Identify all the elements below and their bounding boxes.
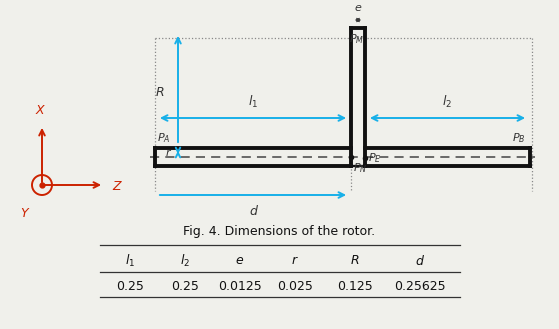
Text: $l_2$: $l_2$ xyxy=(180,253,190,269)
Text: $l_1$: $l_1$ xyxy=(248,94,258,110)
Text: d: d xyxy=(249,205,257,218)
Text: 0.25: 0.25 xyxy=(171,280,199,292)
Text: 0.25625: 0.25625 xyxy=(394,280,446,292)
Text: $P_M$: $P_M$ xyxy=(349,32,364,46)
Text: Fig. 4. Dimensions of the rotor.: Fig. 4. Dimensions of the rotor. xyxy=(183,225,376,238)
Text: 0.125: 0.125 xyxy=(337,280,373,292)
Text: r: r xyxy=(165,148,170,158)
Text: $P_N$: $P_N$ xyxy=(353,161,367,175)
Text: $r$: $r$ xyxy=(291,255,299,267)
Text: X: X xyxy=(36,104,44,117)
Text: $e$: $e$ xyxy=(235,255,245,267)
Text: $d$: $d$ xyxy=(415,254,425,268)
Text: 0.25: 0.25 xyxy=(116,280,144,292)
Text: 0.0125: 0.0125 xyxy=(218,280,262,292)
Text: $P_B$: $P_B$ xyxy=(513,131,526,145)
Text: e: e xyxy=(354,3,362,13)
Text: $l_1$: $l_1$ xyxy=(125,253,135,269)
Text: $P_A$: $P_A$ xyxy=(157,131,170,145)
Text: Z: Z xyxy=(112,181,121,193)
Text: $l_2$: $l_2$ xyxy=(442,94,452,110)
Text: $P_E$: $P_E$ xyxy=(368,151,382,165)
Text: Y: Y xyxy=(20,207,28,220)
Text: $R$: $R$ xyxy=(350,255,360,267)
Text: R: R xyxy=(155,87,164,99)
Text: 0.025: 0.025 xyxy=(277,280,313,292)
